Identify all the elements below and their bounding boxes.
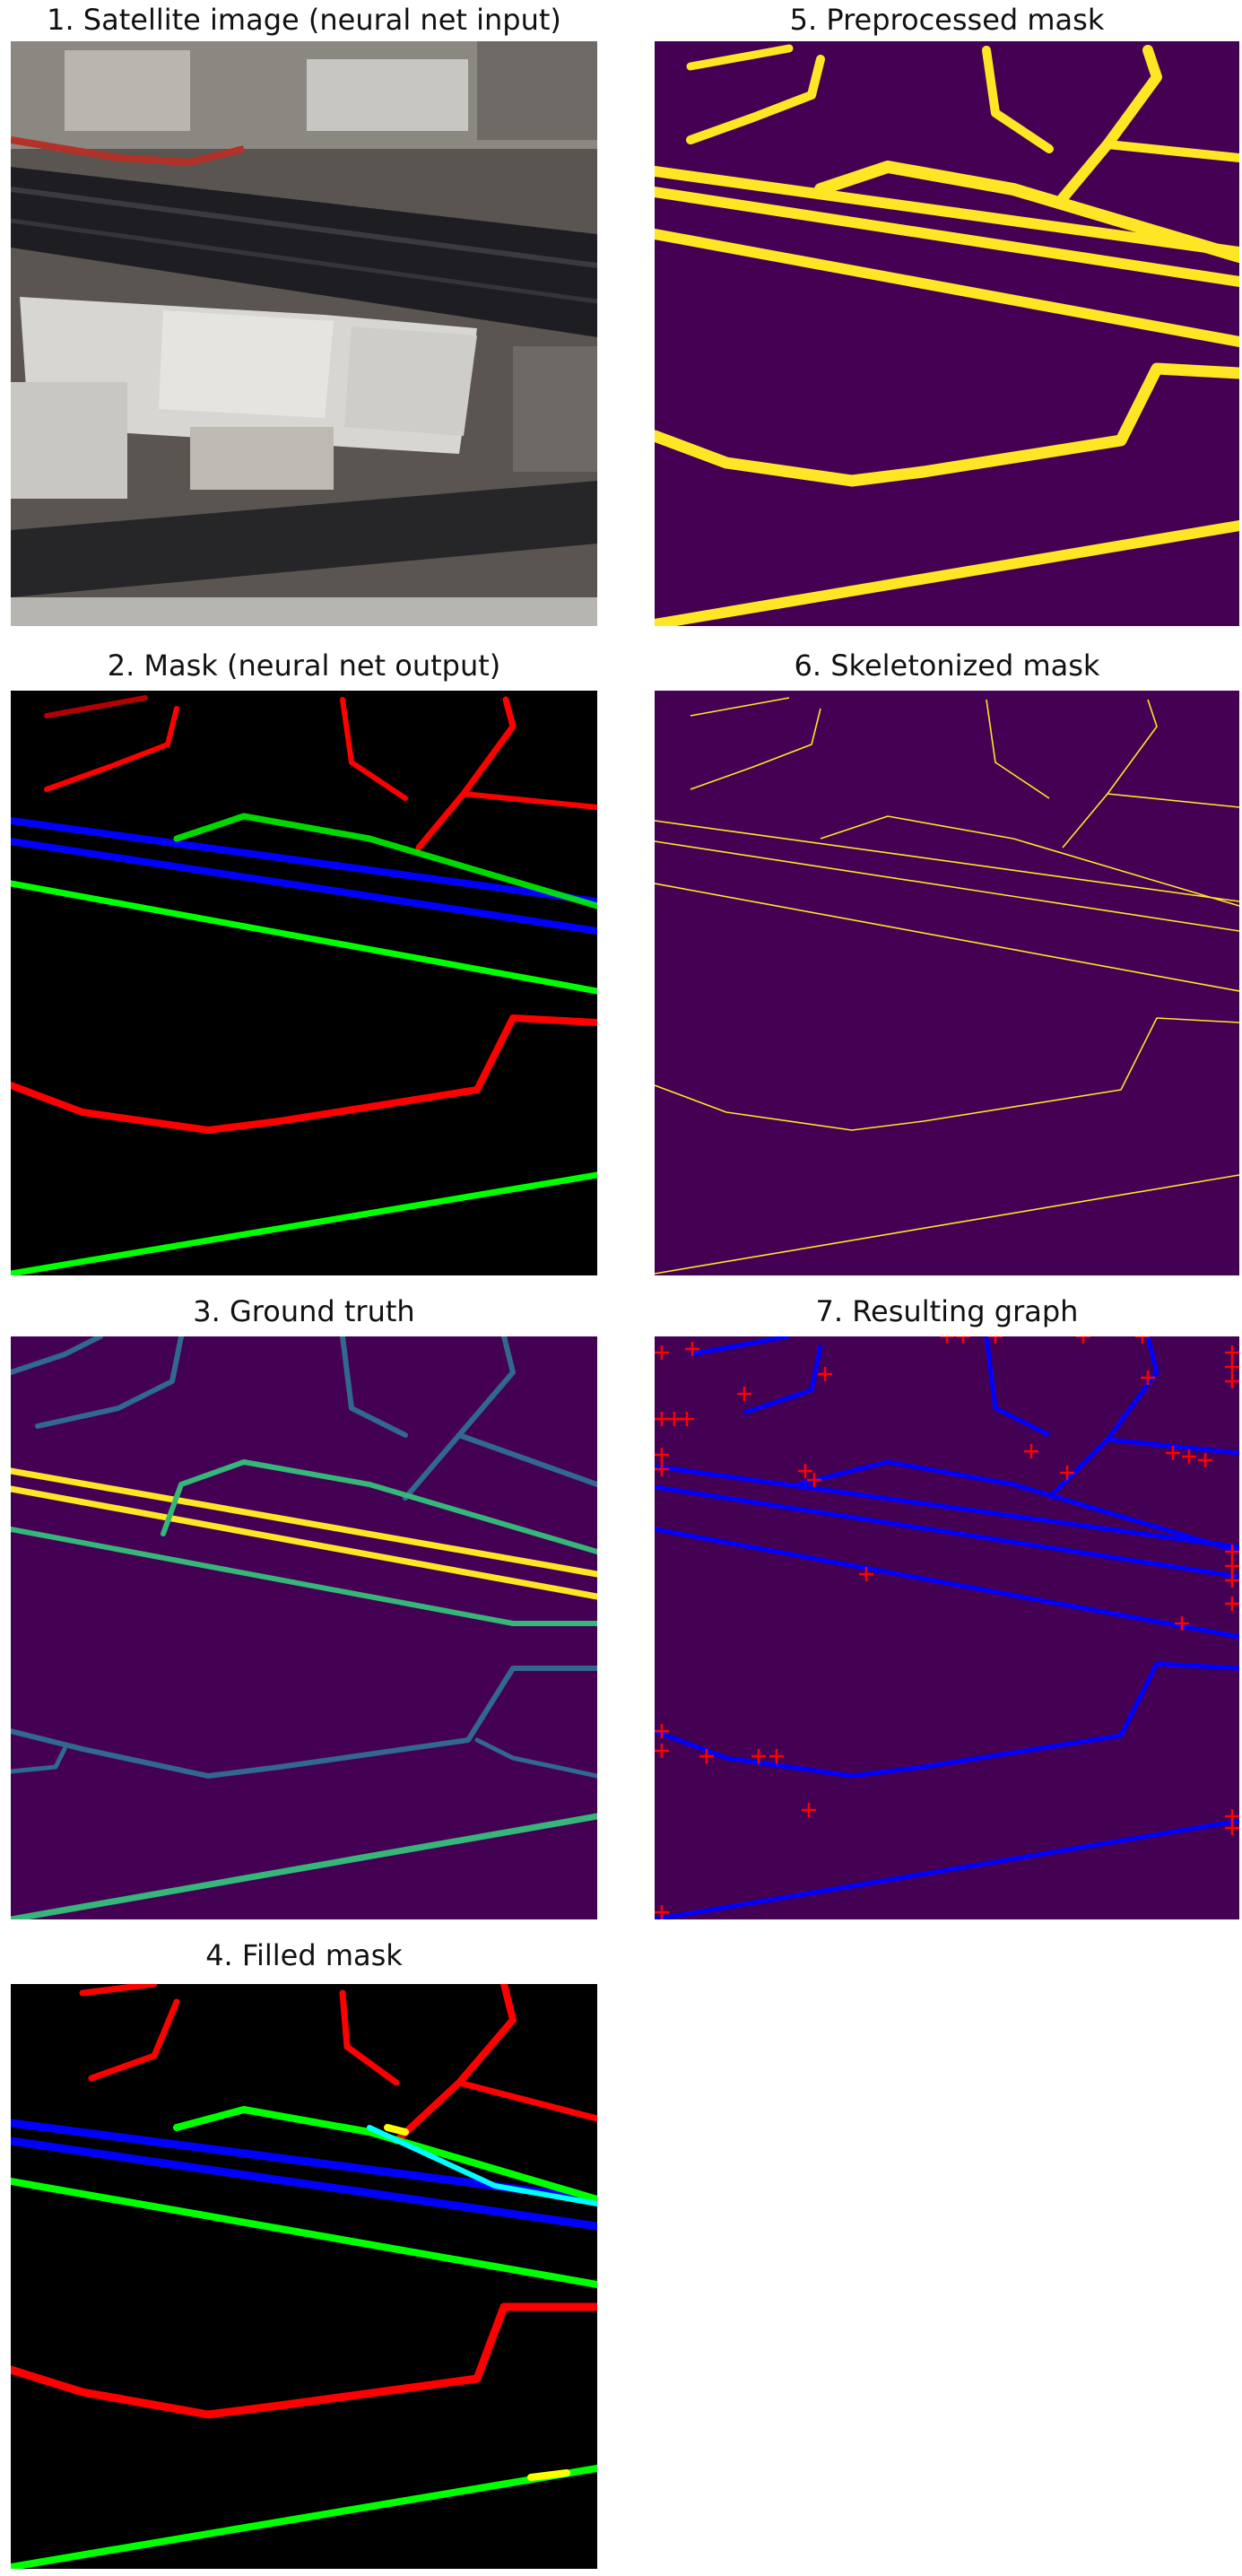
panel-title: 4. Filled mask <box>205 1938 403 1972</box>
panel-resulting-graph: 7. Resulting graph <box>655 1292 1239 1919</box>
graph-nodes <box>655 1336 1239 1919</box>
preprocessed-mask-image <box>655 41 1239 626</box>
panel-nn-mask: 2. Mask (neural net output) <box>11 642 597 1275</box>
panel-ground-truth: 3. Ground truth <box>11 1292 597 1919</box>
panel-title: 2. Mask (neural net output) <box>107 648 501 683</box>
panel-filled-mask: 4. Filled mask <box>11 1937 597 2571</box>
panel-preprocessed-mask: 5. Preprocessed mask <box>655 0 1239 628</box>
panel-title: 5. Preprocessed mask <box>789 3 1105 37</box>
filled-mask-image <box>11 1984 597 2569</box>
panel-satellite-image: 1. Satellite image (neural net input) <box>11 0 597 628</box>
resulting-graph-image <box>655 1336 1239 1919</box>
skeletonized-mask-image <box>655 691 1239 1275</box>
panel-title: 6. Skeletonized mask <box>794 648 1100 683</box>
satellite-image <box>11 41 597 626</box>
panel-title: 7. Resulting graph <box>815 1294 1079 1328</box>
nn-mask-image <box>11 691 597 1275</box>
panel-title: 1. Satellite image (neural net input) <box>47 3 561 37</box>
panel-skeletonized-mask: 6. Skeletonized mask <box>655 642 1239 1275</box>
ground-truth-image <box>11 1336 597 1919</box>
panel-title: 3. Ground truth <box>193 1294 415 1328</box>
